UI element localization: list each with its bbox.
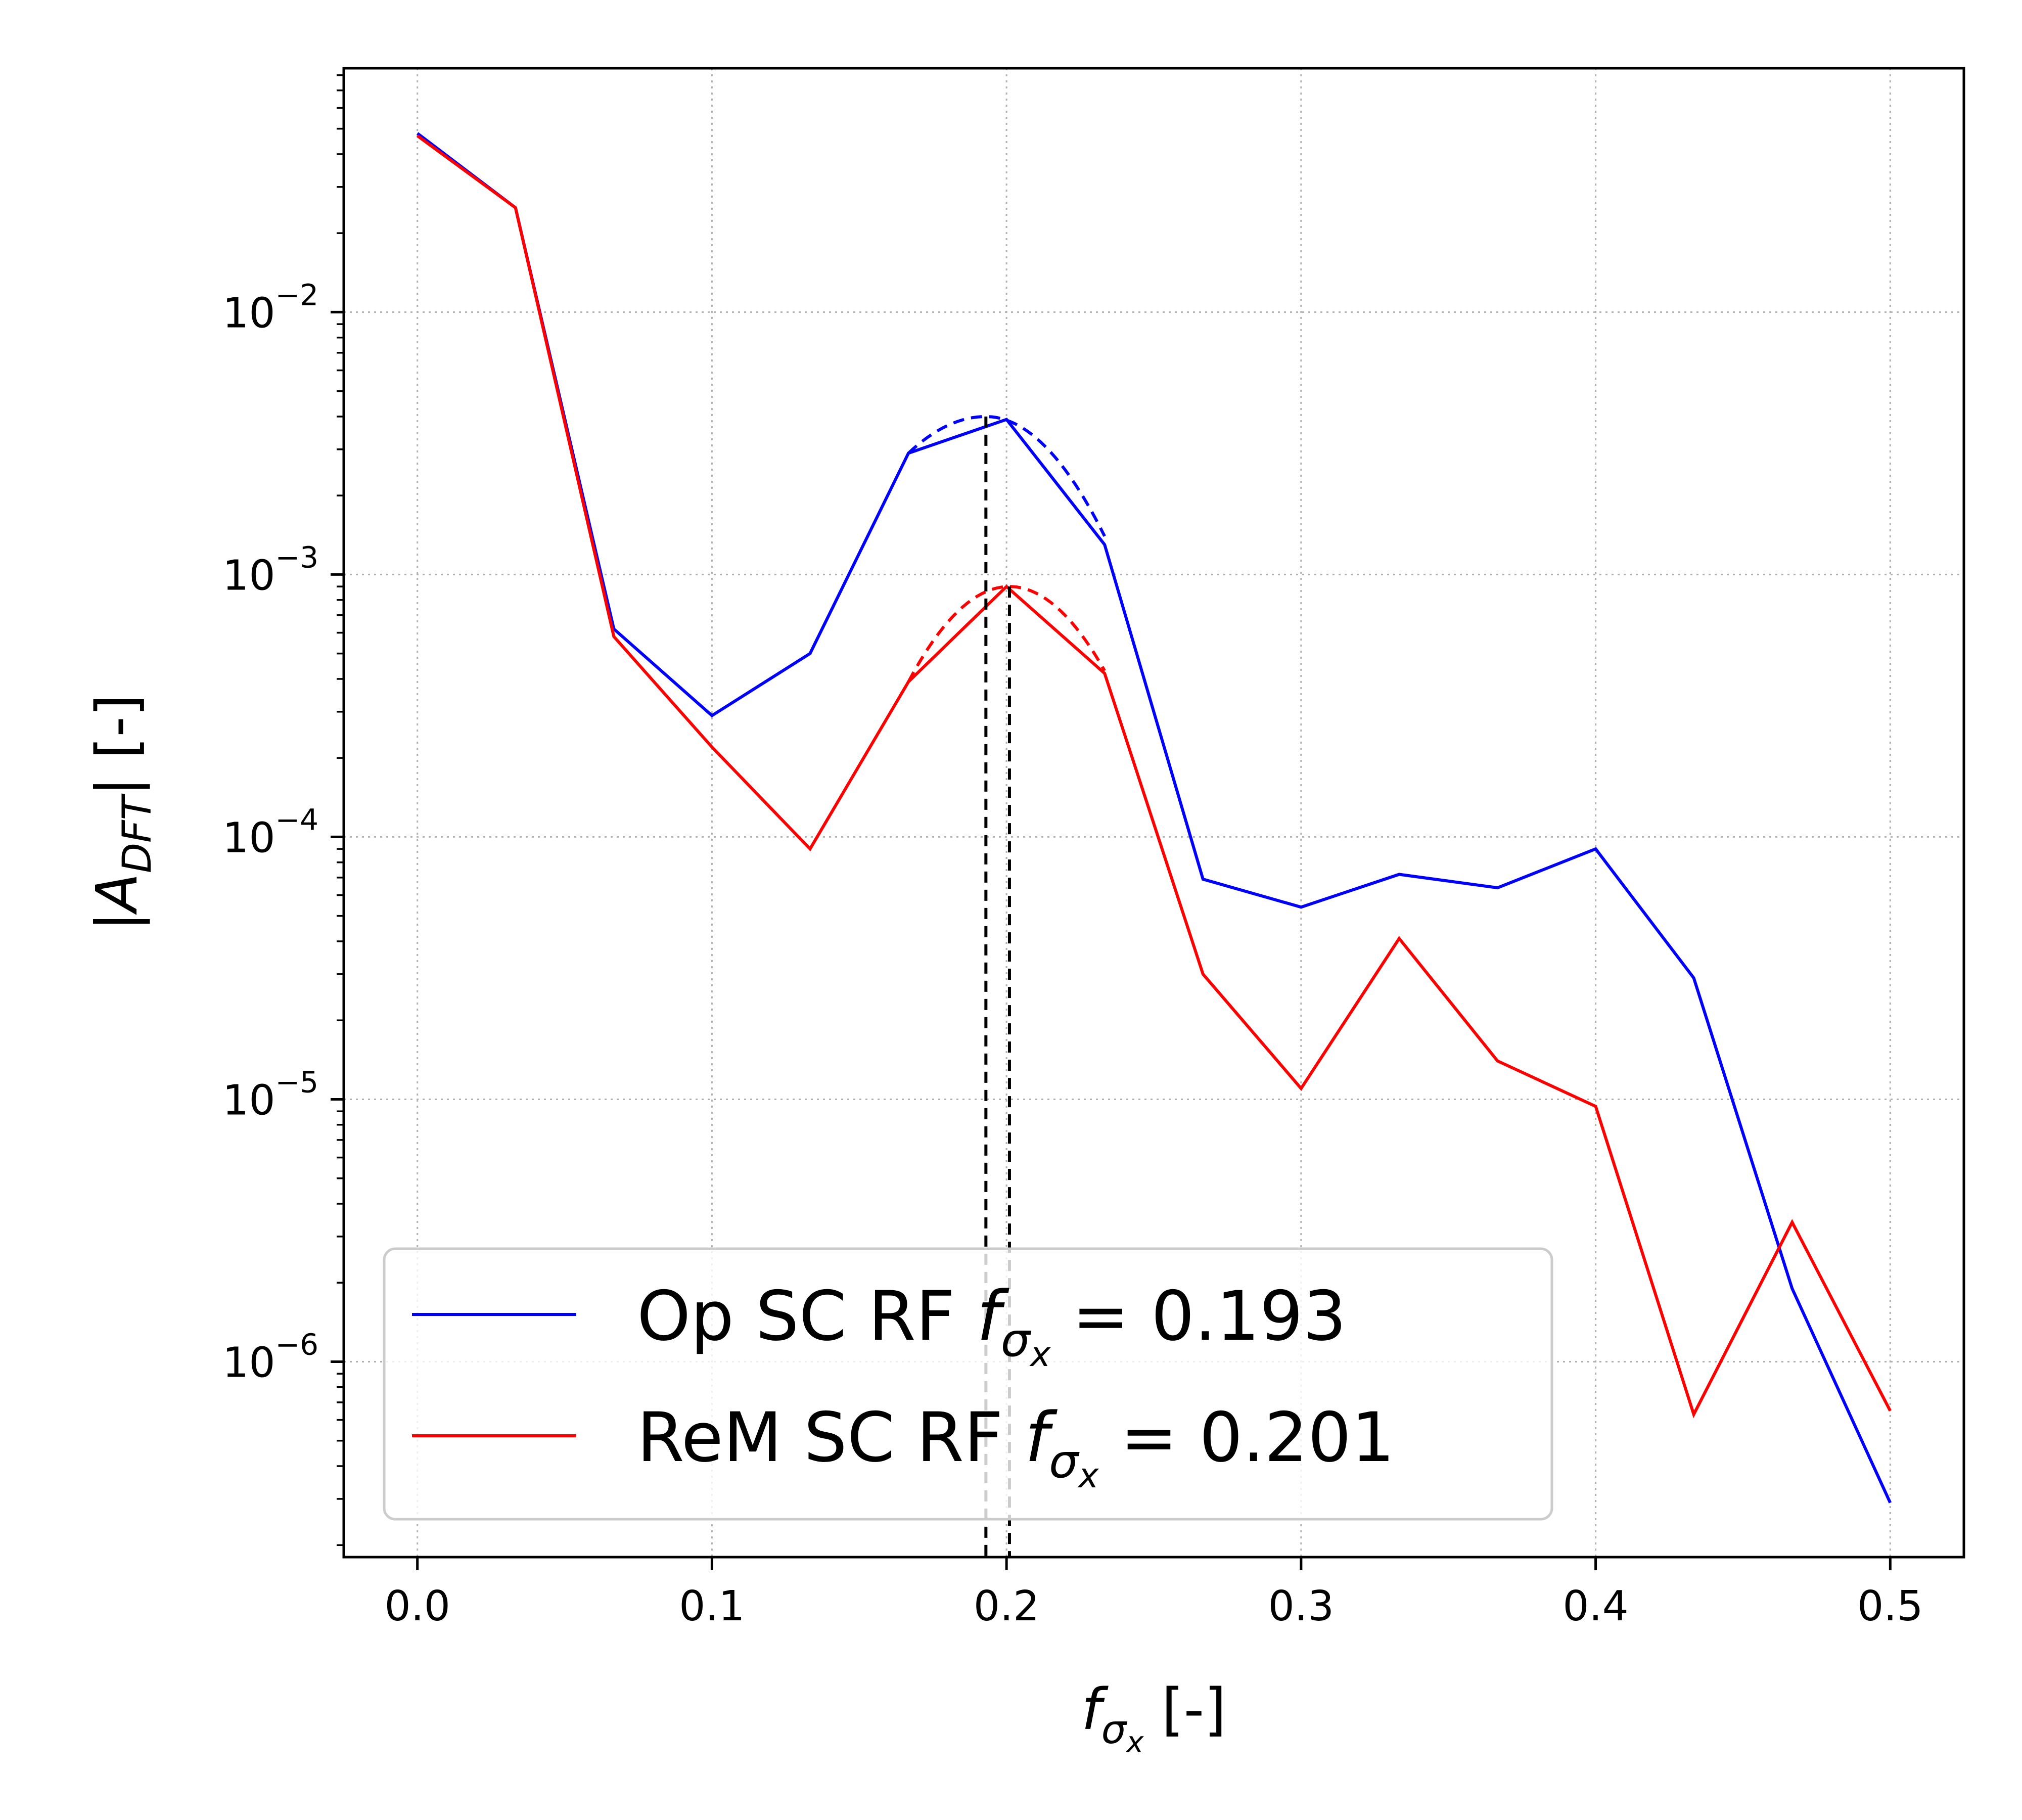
- y-tick-base: 10: [222, 1339, 275, 1387]
- fit-curve-op-sc-rf: [907, 415, 1106, 537]
- legend-x: x: [1029, 1335, 1051, 1375]
- legend-sigma: σ: [1001, 1313, 1032, 1367]
- series-line-op-sc-rf: [416, 132, 1892, 1504]
- legend: Op SC RF fσx = 0.193 ReM SC RF fσx = 0.20…: [383, 1247, 1553, 1521]
- y-tick-exponent: −4: [275, 802, 319, 837]
- x-label-x: x: [1125, 1725, 1144, 1759]
- y-tick-base: 10: [222, 1076, 275, 1124]
- x-tick-label: 0.4: [1563, 1582, 1628, 1630]
- y-tick-label: 10−2: [222, 278, 318, 337]
- x-label-sigma: σ: [1101, 1707, 1128, 1753]
- fit-curve-rem-sc-rf: [907, 585, 1106, 683]
- y-axis-label: |ADFT| [-]: [84, 694, 160, 931]
- y-tick-exponent: −6: [275, 1327, 319, 1361]
- y-tick-label: 10−5: [222, 1065, 318, 1124]
- y-label-a: |A: [84, 873, 150, 931]
- y-tick-base: 10: [222, 814, 275, 862]
- legend-series-name: Op SC RF: [637, 1277, 977, 1356]
- x-tick-label: 0.2: [974, 1582, 1039, 1630]
- y-label-dft: DFT: [115, 793, 160, 873]
- x-tick-label: 0.3: [1268, 1582, 1334, 1630]
- y-tick-label: 10−3: [222, 540, 318, 600]
- legend-sigma: σ: [1049, 1434, 1080, 1488]
- tick-labels: 0.0 0.1 0.2 0.3 0.4 0.510−610−510−410−310−2: [222, 278, 1923, 1630]
- y-tick-exponent: −3: [275, 540, 319, 574]
- legend-box: [383, 1247, 1553, 1521]
- series-lines: [416, 132, 1892, 1504]
- y-tick-label: 10−6: [222, 1327, 318, 1387]
- legend-label-rem-sc-rf: ReM SC RF fσx = 0.201: [637, 1398, 1395, 1496]
- legend-value: = 0.193: [1050, 1277, 1346, 1356]
- y-label-unit: | [-]: [84, 694, 150, 796]
- legend-label-op-sc-rf: Op SC RF fσx = 0.193: [637, 1277, 1347, 1375]
- fit-curves: [907, 415, 1106, 683]
- y-tick-base: 10: [222, 289, 275, 337]
- x-tick-label: 0.0: [384, 1582, 450, 1630]
- legend-value: = 0.201: [1099, 1398, 1395, 1477]
- y-tick-base: 10: [222, 552, 275, 600]
- plot-frame: [342, 67, 1965, 1559]
- x-tick-label: 0.1: [679, 1582, 745, 1630]
- legend-x: x: [1077, 1456, 1099, 1496]
- x-axis-label: fσx [-]: [1081, 1677, 1226, 1759]
- y-tick-exponent: −2: [275, 278, 319, 312]
- series-line-rem-sc-rf: [416, 134, 1892, 1419]
- x-label-unit: [-]: [1143, 1677, 1226, 1743]
- y-tick-exponent: −5: [275, 1065, 319, 1099]
- legend-series-name: ReM SC RF: [637, 1398, 1025, 1477]
- x-tick-label: 0.5: [1857, 1582, 1923, 1630]
- y-tick-label: 10−4: [222, 802, 318, 862]
- ticks: [331, 74, 1892, 1570]
